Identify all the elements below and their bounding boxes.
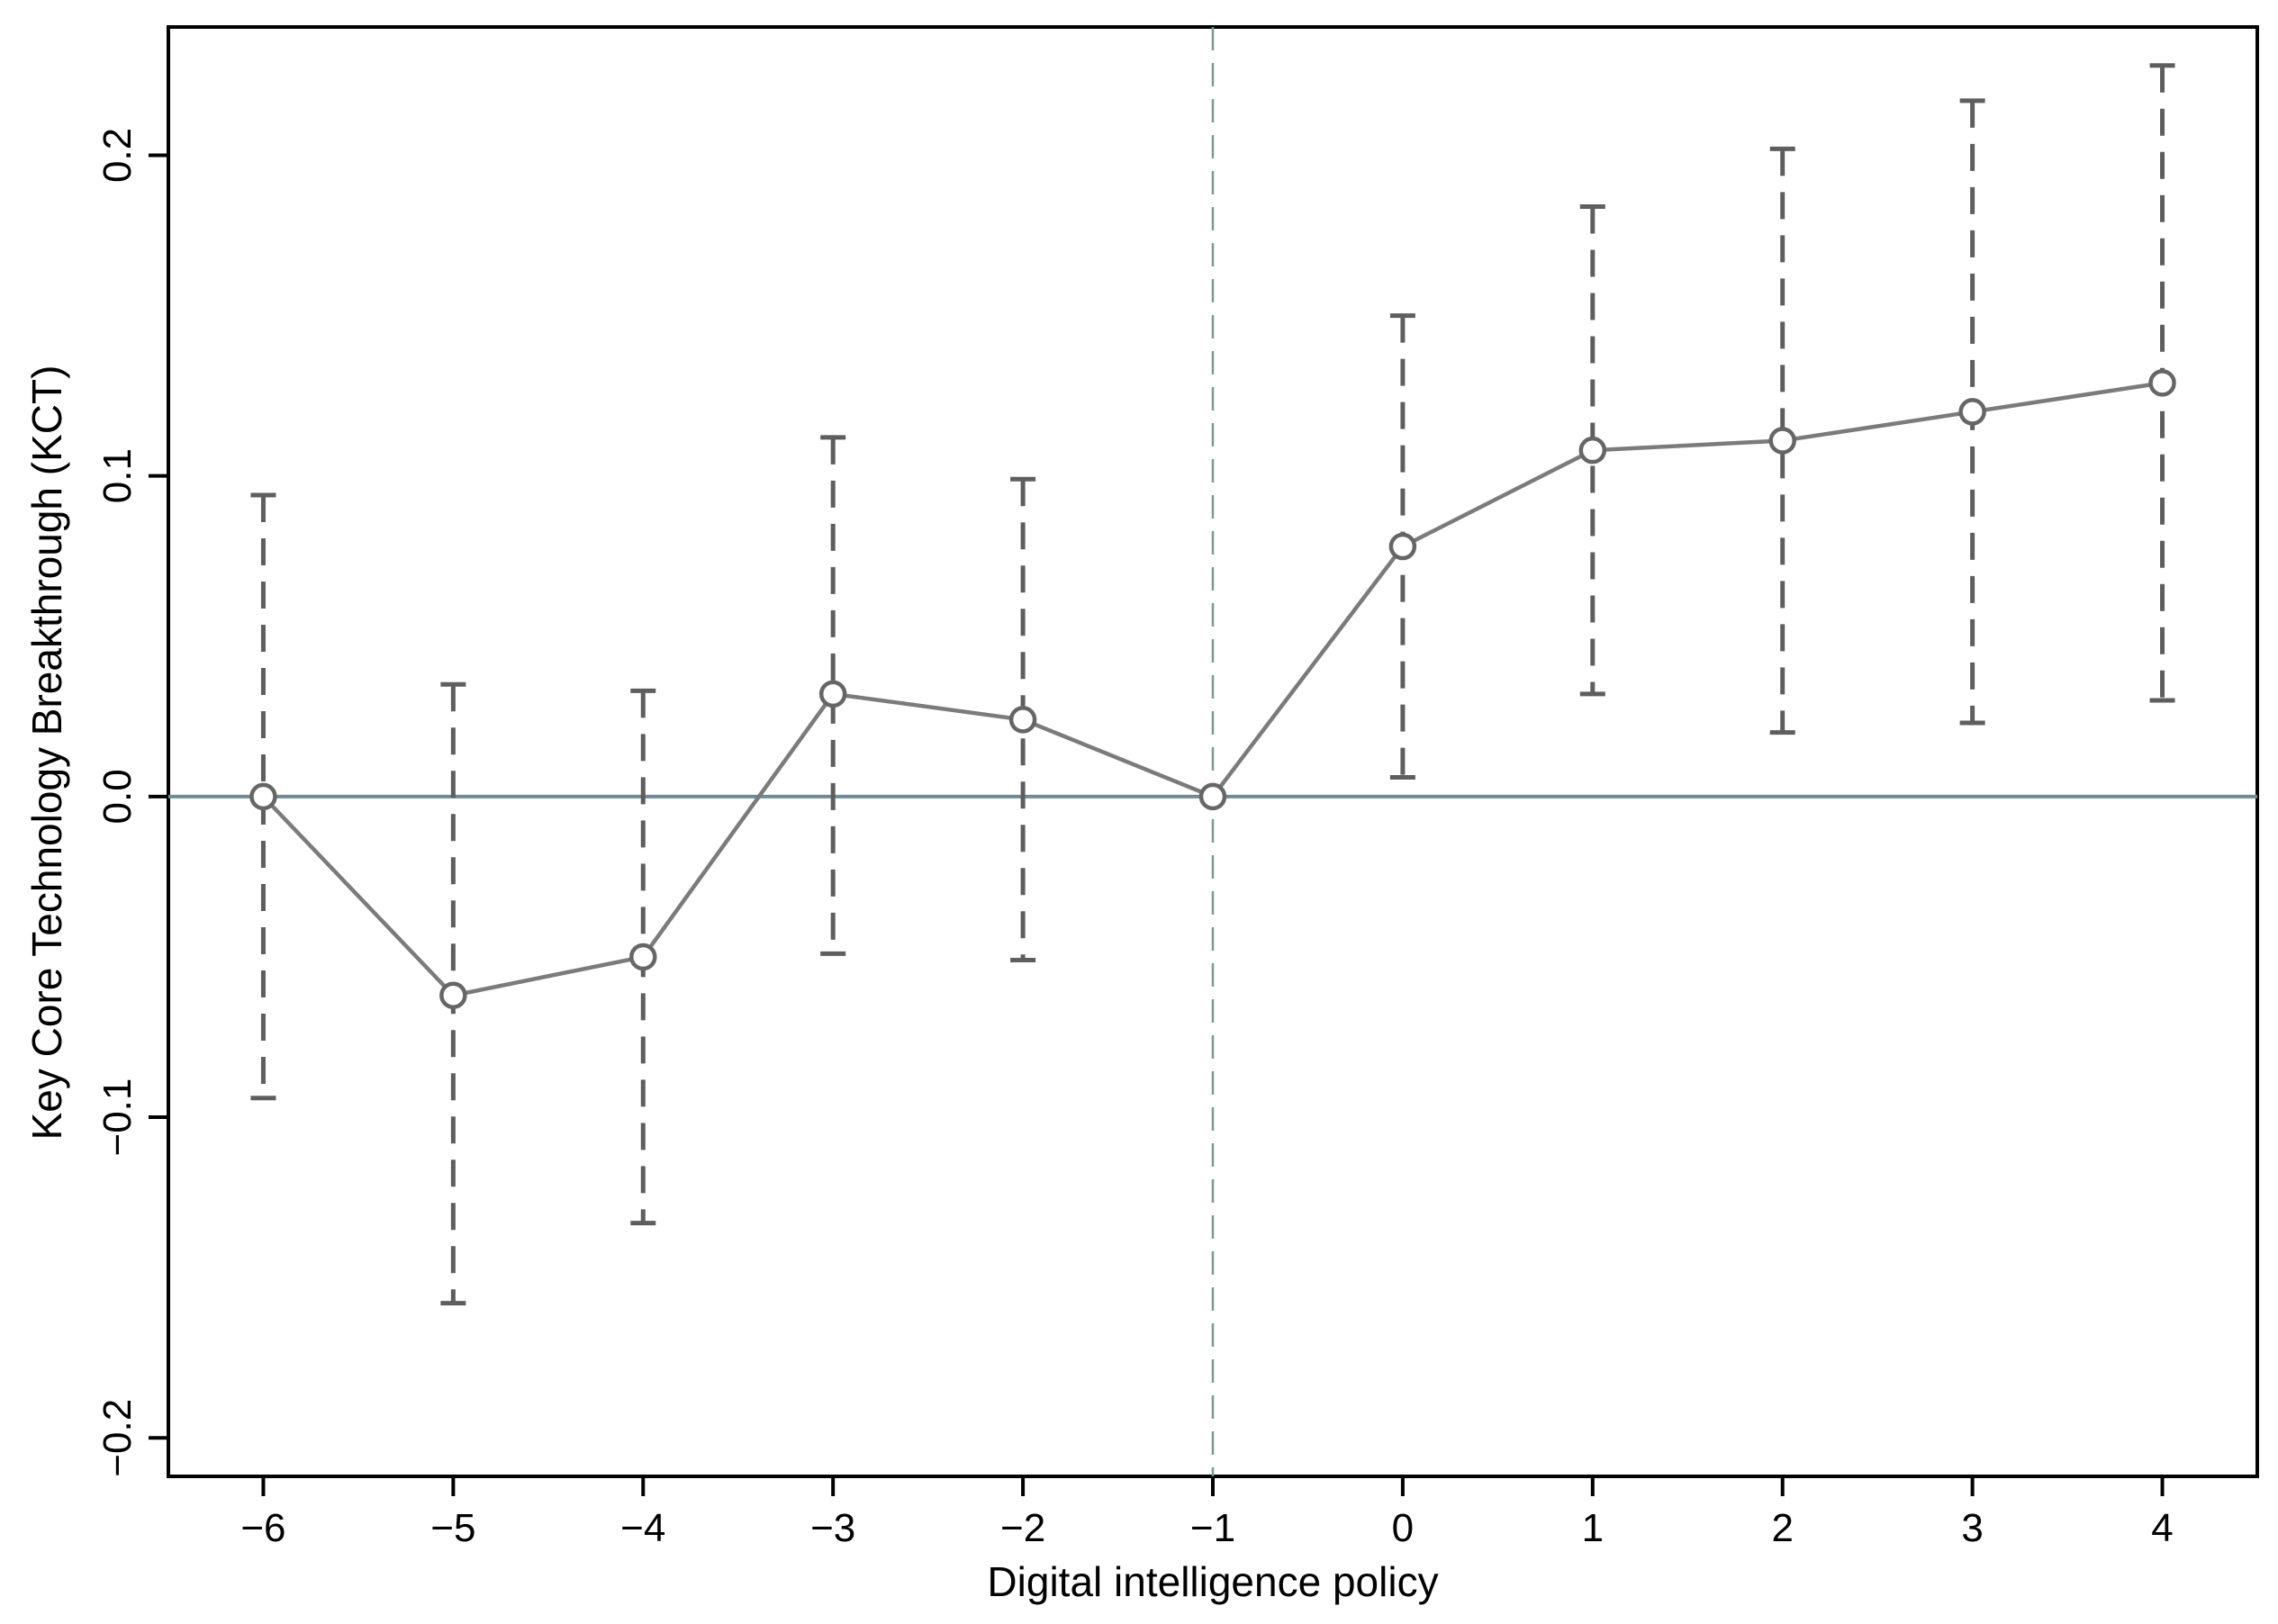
estimate-point [1768, 427, 1796, 455]
estimate-point [2148, 369, 2176, 397]
x-tick-label: 2 [1771, 1506, 1793, 1550]
estimate-point [818, 680, 847, 708]
x-tick-label: −1 [1190, 1506, 1235, 1550]
y-tick-label: −0.1 [95, 1078, 140, 1157]
y-tick-label: 0.2 [95, 128, 140, 183]
x-tick-label: 1 [1582, 1506, 1604, 1550]
error-bar [250, 492, 276, 1101]
estimate-points [249, 369, 2176, 1009]
reference-lines [168, 27, 2257, 1476]
error-bar [1579, 203, 1605, 697]
estimate-point [1198, 782, 1227, 811]
y-tick-label: −0.2 [95, 1399, 140, 1477]
x-axis: −6 −5 −4 −3 −2 −1 0 1 2 3 4 [240, 1476, 2174, 1550]
y-axis: −0.2 −0.1 0.0 0.1 0.2 [95, 128, 168, 1477]
estimate-point [629, 943, 657, 971]
error-bar [820, 435, 846, 956]
estimate-point [1958, 398, 1986, 426]
x-tick-label: −4 [620, 1506, 665, 1550]
y-tick-label: 0.0 [95, 769, 140, 824]
x-tick-label: −3 [810, 1506, 855, 1550]
x-axis-title: Digital intelligence policy [987, 1558, 1438, 1605]
x-tick-label: 3 [1961, 1506, 1983, 1550]
x-tick-label: −6 [240, 1506, 285, 1550]
estimate-point [1008, 706, 1037, 734]
x-tick-label: 4 [2151, 1506, 2173, 1550]
y-axis-title: Key Core Technology Breakthrough (KCT) [23, 365, 70, 1141]
error-bar [1769, 146, 1795, 735]
x-tick-label: −5 [430, 1506, 475, 1550]
estimate-point [1388, 532, 1417, 561]
y-tick-label: 0.1 [95, 448, 140, 503]
x-tick-label: 0 [1392, 1506, 1414, 1550]
estimate-point [439, 981, 467, 1009]
estimate-point [249, 782, 277, 811]
estimate-point [1578, 436, 1607, 465]
x-tick-label: −2 [1000, 1506, 1045, 1550]
